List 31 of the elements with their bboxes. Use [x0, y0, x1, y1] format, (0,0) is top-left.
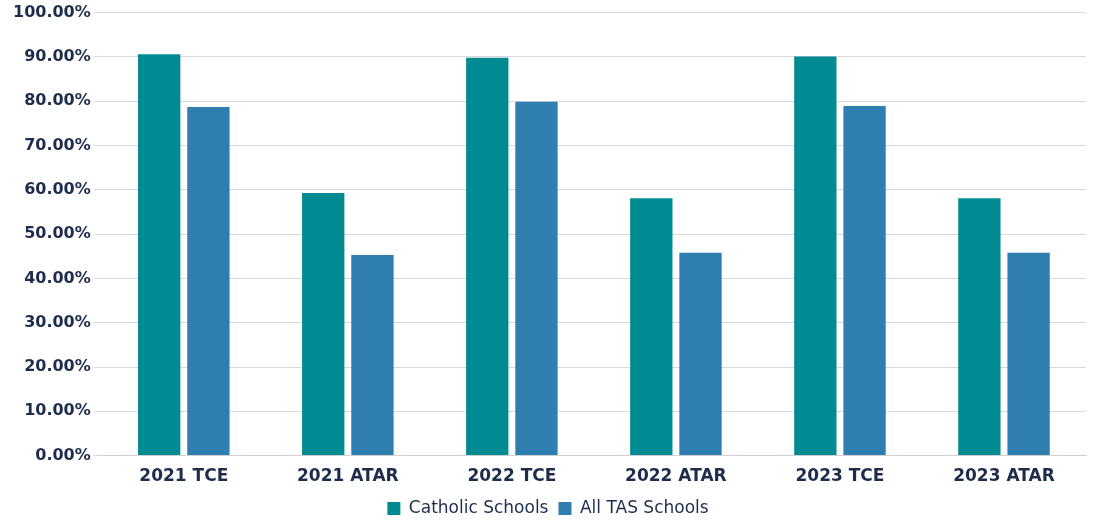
bar [794, 56, 837, 456]
y-tick-label: 100.00% [12, 1, 91, 21]
x-tick-label: 2023 ATAR [953, 465, 1055, 486]
y-tick-label: 60.00% [24, 178, 91, 198]
x-tick-label: 2022 ATAR [625, 465, 727, 486]
legend-label: Catholic Schools [408, 496, 549, 517]
bar [351, 254, 394, 456]
y-tick-label: 40.00% [24, 267, 91, 287]
bar [630, 198, 673, 456]
bar [958, 198, 1001, 456]
y-tick-label: 20.00% [24, 356, 91, 376]
y-tick-label: 30.00% [24, 311, 91, 331]
x-tick-label: 2023 TCE [795, 465, 885, 486]
y-tick-label: 0.00% [35, 444, 91, 464]
x-tick-label: 2021 TCE [139, 465, 229, 486]
bar [466, 57, 509, 456]
bar [1007, 252, 1050, 456]
x-tick-label: 2022 TCE [467, 465, 557, 486]
y-tick-label: 70.00% [24, 134, 91, 154]
y-tick-label: 80.00% [24, 90, 91, 110]
bar [302, 192, 345, 456]
bar [515, 101, 558, 456]
x-tick-label: 2021 ATAR [297, 465, 399, 486]
bar [843, 106, 886, 456]
bar [679, 252, 722, 456]
y-tick-label: 10.00% [24, 400, 91, 420]
y-tick-label: 90.00% [24, 46, 91, 66]
bar [187, 106, 230, 456]
y-tick-label: 50.00% [24, 223, 91, 243]
legend-label: All TAS Schools [579, 496, 709, 517]
bar [138, 54, 181, 456]
